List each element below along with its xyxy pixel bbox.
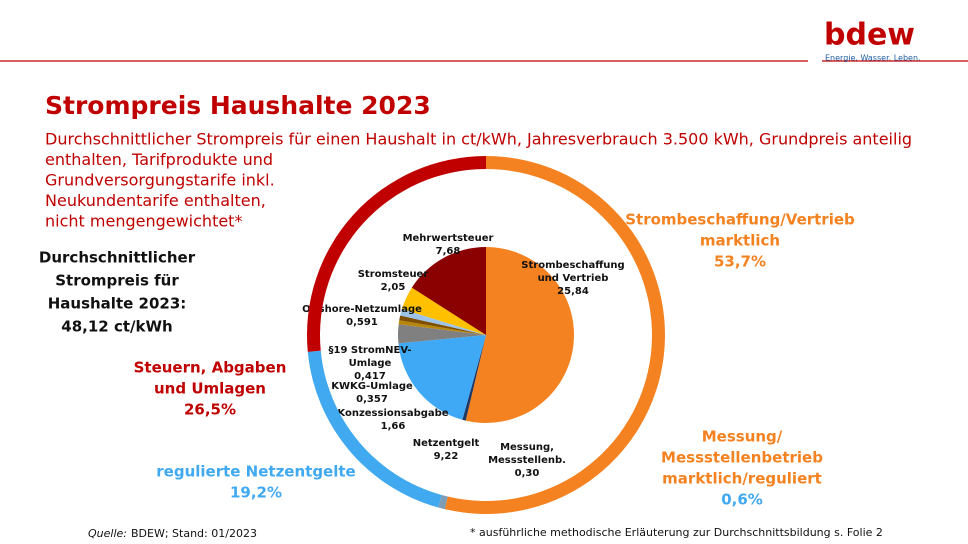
subtitle: enthalten, Tarifprodukte und — [45, 150, 273, 169]
slice-value: 0,30 — [515, 468, 540, 479]
subtitle: Durchschnittlicher Strompreis für einen … — [45, 130, 912, 149]
title: Strompreis Haushalte 2023 — [45, 91, 431, 120]
summary: 48,12 ct/kWh — [61, 318, 172, 336]
segment-label: Messstellenbetrieb — [661, 449, 823, 467]
pie-slice — [398, 320, 486, 335]
segment-label: regulierte Netzentgelte — [156, 463, 355, 481]
slice-value: 0,591 — [346, 317, 378, 328]
slice-label: Netzentgelt — [413, 438, 480, 449]
slice-value: 7,68 — [436, 246, 461, 257]
subtitle: Neukundentarife enthalten, — [45, 191, 266, 210]
pie-slice — [398, 335, 486, 420]
slice-label: Konzessionsabgabe — [337, 408, 448, 419]
slice-label: KWKG-Umlage — [331, 381, 413, 392]
summary: Strompreis für — [55, 272, 179, 290]
slice-label: Umlage — [349, 358, 392, 369]
slice-label: Messstellenb. — [488, 455, 566, 466]
segment-label: Steuern, Abgaben — [134, 359, 287, 377]
segment-label: marktlich — [700, 232, 780, 250]
pie-slice — [411, 247, 486, 335]
ring-segment — [438, 494, 448, 510]
segment-value: 53,7% — [714, 253, 766, 271]
tagline: Energie. Wasser. Leben. — [825, 54, 921, 63]
summary: Durchschnittlicher — [39, 249, 196, 267]
slice-value: 0,417 — [354, 371, 386, 382]
pie-slice — [401, 287, 486, 335]
ring-segment — [307, 156, 486, 352]
footnote: * ausführliche methodische Erläuterung z… — [470, 526, 883, 539]
segment-value: 19,2% — [230, 484, 282, 502]
slice-label: Messung, — [500, 442, 554, 453]
slice-label: Mehrwertsteuer — [403, 233, 494, 244]
pie-slice — [465, 247, 575, 423]
subtitle: nicht mengengewichtet* — [45, 212, 242, 231]
pie-slice — [400, 308, 486, 335]
segment-label: und Umlagen — [154, 380, 266, 398]
slice-label: Offshore-Netzumlage — [302, 304, 422, 315]
slice-label: und Vertrieb — [538, 273, 609, 284]
segment-label: Strombeschaffung/Vertrieb — [625, 211, 855, 229]
slice-value: 1,66 — [381, 421, 406, 432]
subtitle: Grundversorgungstarife inkl. — [45, 171, 275, 190]
source: BDEW; Stand: 01/2023 — [131, 527, 257, 540]
pie-slice — [398, 324, 486, 344]
slice-value: 9,22 — [434, 451, 459, 462]
ring-segment — [307, 350, 442, 508]
slice-value: 2,05 — [381, 282, 406, 293]
segment-label: marktlich/reguliert — [662, 470, 822, 488]
slice-label: Strombeschaffung — [521, 260, 624, 271]
summary: Haushalte 2023: — [48, 295, 187, 313]
slice-value: 0,357 — [356, 394, 388, 405]
pie-slice — [399, 315, 486, 335]
slice-label: §19 StromNEV- — [329, 345, 412, 356]
logo: bdew — [824, 18, 915, 53]
slice-value: 25,84 — [557, 286, 589, 297]
source-label: Quelle: — [88, 527, 127, 540]
pie-slice — [462, 335, 486, 421]
segment-value: 0,6% — [721, 491, 763, 509]
segment-value: 26,5% — [184, 401, 236, 419]
segment-label: Messung/ — [702, 428, 783, 446]
slice-label: Stromsteuer — [358, 269, 429, 280]
